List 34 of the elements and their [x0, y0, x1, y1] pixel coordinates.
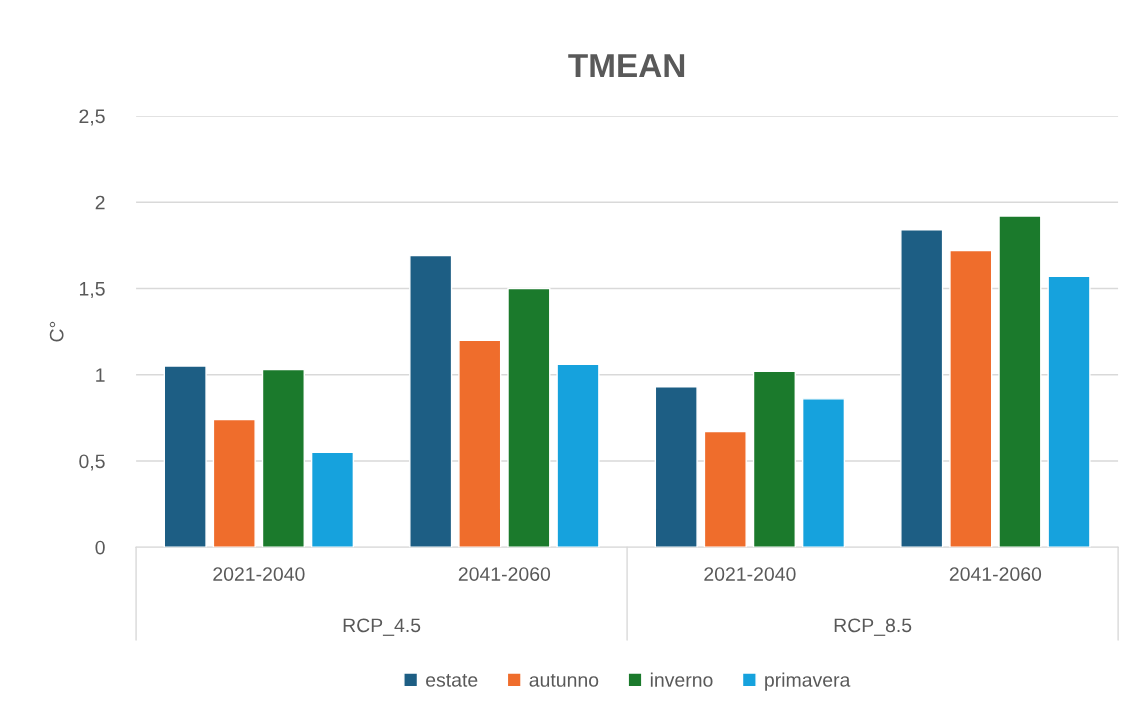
y-tick-label: 2: [95, 195, 105, 210]
text: RCP_4.5: [343, 618, 421, 636]
y-tick-label: 1: [96, 368, 105, 382]
y-tick-label: 2,5: [79, 109, 105, 126]
bar: [949, 249, 993, 548]
bar: [801, 398, 846, 548]
x-tick-label: 2041-2060: [458, 567, 551, 581]
y-axis-title: C°: [49, 321, 64, 342]
x-tick-label: 2021-2040: [213, 567, 305, 581]
bar: [212, 418, 256, 548]
legend-label: estate: [426, 674, 478, 687]
bar: [654, 386, 698, 548]
legend-label: inverno: [650, 672, 713, 687]
bar: [998, 215, 1042, 548]
y-tick-label: 0,5: [79, 454, 105, 471]
bar: [703, 430, 747, 548]
bar: [752, 370, 796, 548]
bar: [900, 229, 944, 548]
bar: [458, 339, 502, 548]
bar: [507, 287, 551, 548]
legend-label: autunno: [529, 674, 599, 687]
bar: [556, 363, 600, 548]
bar: [261, 368, 305, 548]
bar: [310, 451, 355, 548]
chart-title: TMEAN: [568, 54, 685, 78]
x-tick-label: 2041-2060: [949, 567, 1042, 581]
bar: [409, 254, 453, 548]
text: RCP_8.5: [834, 618, 912, 636]
legend-label: primavera: [765, 672, 851, 691]
bar: [163, 365, 207, 548]
y-tick-label: 1,5: [79, 282, 105, 298]
bar: [1047, 275, 1091, 548]
y-tick-label: 0: [95, 540, 105, 555]
x-tick-label: 2021-2040: [704, 567, 796, 581]
